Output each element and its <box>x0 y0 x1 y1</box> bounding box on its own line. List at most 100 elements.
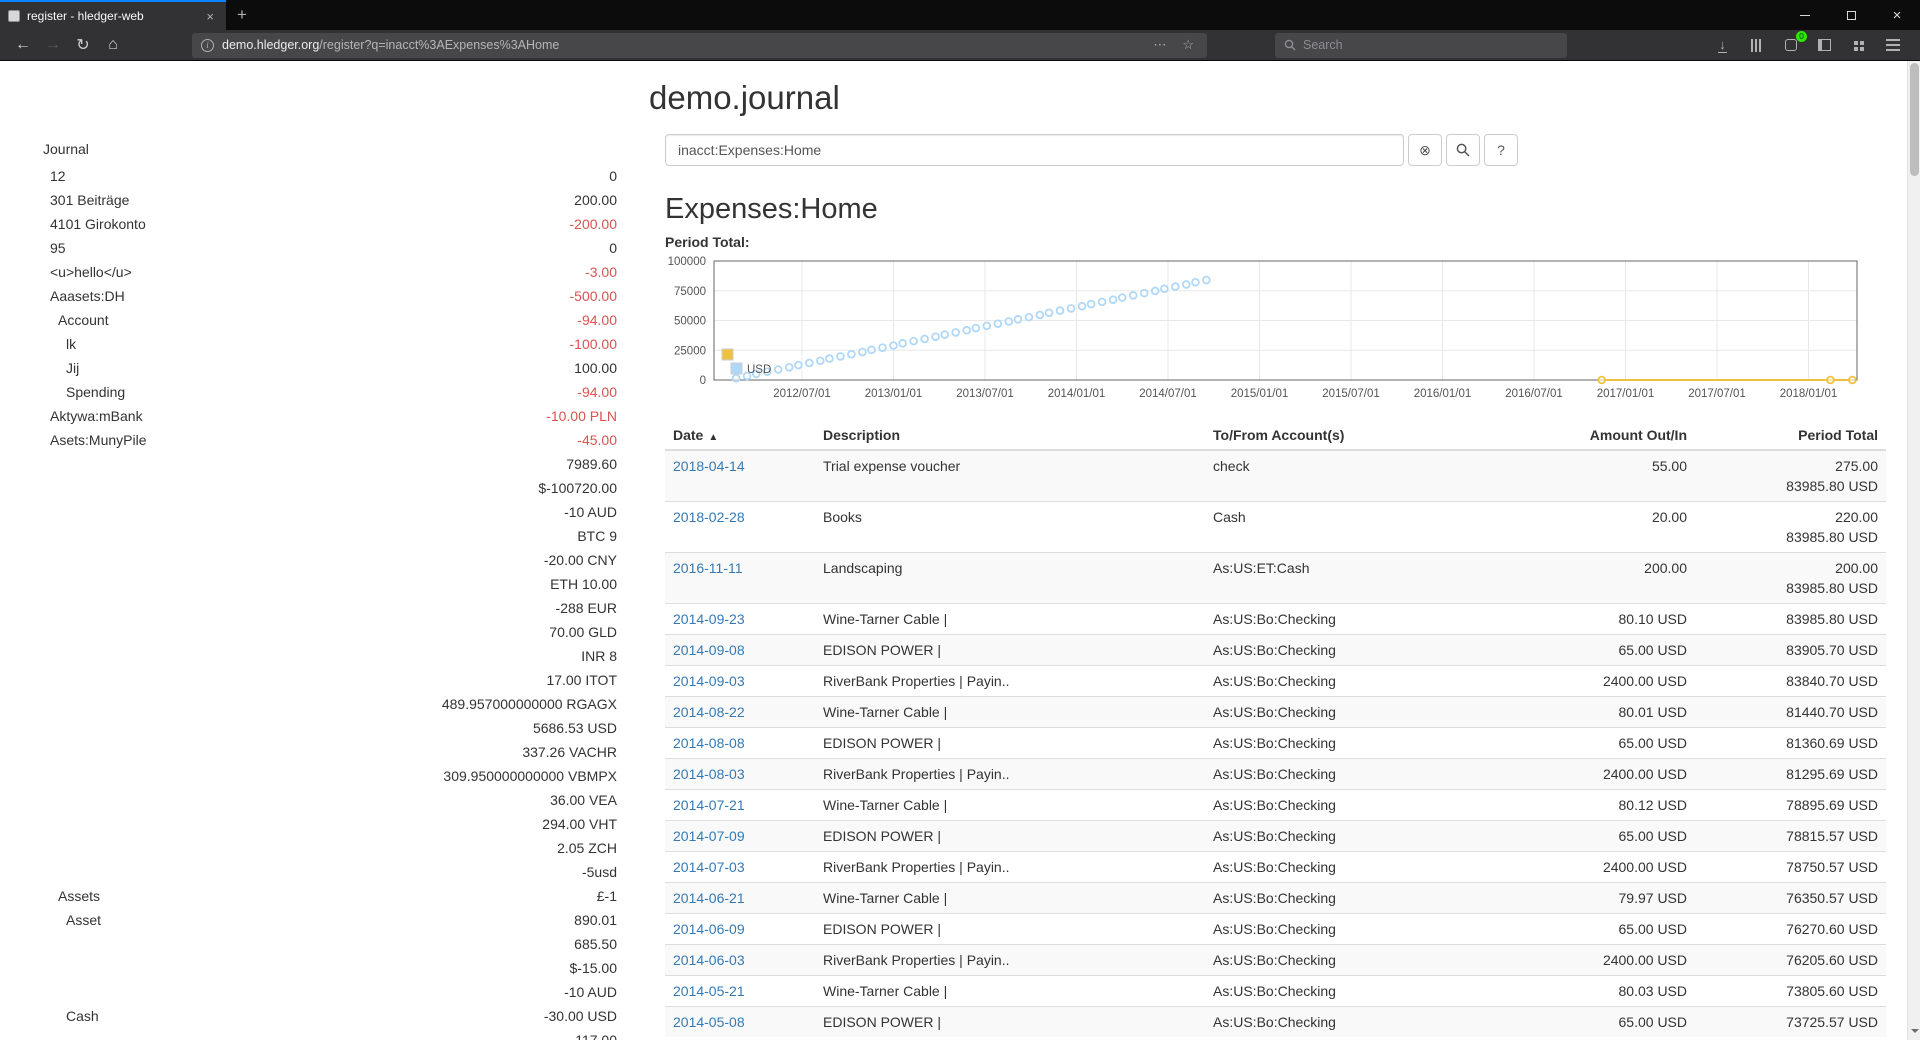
transaction-date-link[interactable]: 2014-08-03 <box>673 766 745 782</box>
account-balance: -3.00 <box>585 264 617 280</box>
account-link[interactable]: 95 <box>50 240 66 256</box>
register-row[interactable]: 2014-08-03 RiverBank Properties | Payin..… <box>665 758 1886 790</box>
close-window-button[interactable]: × <box>1874 0 1920 30</box>
register-row[interactable]: 2014-08-08 EDISON POWER | As:US:Bo:Checkin… <box>665 727 1886 759</box>
register-row[interactable]: 2014-06-09 EDISON POWER | As:US:Bo:Checkin… <box>665 913 1886 945</box>
account-link[interactable]: <u>hello</u> <box>50 264 132 280</box>
back-button[interactable]: ← <box>15 36 31 53</box>
account-link[interactable]: 301 Beiträge <box>50 192 130 208</box>
account-link[interactable]: lk <box>66 336 77 352</box>
register-row[interactable]: 2014-09-23 Wine-Tarner Cable | As:US:Bo:Ch… <box>665 603 1886 635</box>
register-header-row: Date ▲ Description To/From Account(s) Amount… <box>665 421 1886 451</box>
register-row[interactable]: 2014-09-03 RiverBank Properties | Payin..… <box>665 665 1886 697</box>
column-header-to-from-account-s-[interactable]: To/From Account(s) <box>1205 421 1505 451</box>
scrollbar-down-icon[interactable] <box>1911 1029 1919 1037</box>
account-link[interactable]: Jij <box>66 360 80 376</box>
page-actions-icon[interactable]: ⋯ <box>1153 37 1167 52</box>
transaction-account: As:US:Bo:Checking <box>1205 851 1505 883</box>
transaction-amount: 80.03 USD <box>1505 975 1695 1007</box>
bookmark-star-icon[interactable]: ☆ <box>1182 37 1194 52</box>
register-row[interactable]: 2014-05-08 EDISON POWER | As:US:Bo:Checkin… <box>665 1006 1886 1037</box>
sidebar-account-row: Aktywa:mBank -10.00 PLN <box>0 404 620 428</box>
transaction-date-link[interactable]: 2014-06-09 <box>673 921 745 937</box>
column-header-period-total[interactable]: Period Total <box>1695 421 1886 451</box>
register-row[interactable]: 2014-07-03 RiverBank Properties | Payin..… <box>665 851 1886 883</box>
register-row[interactable]: 2014-07-21 Wine-Tarner Cable | As:US:Bo:Ch… <box>665 789 1886 821</box>
browser-search-input[interactable]: Search <box>1275 32 1567 58</box>
site-info-icon[interactable]: i <box>201 38 214 52</box>
home-button[interactable]: ⌂ <box>108 36 118 53</box>
clear-query-button[interactable]: ⊗ <box>1408 134 1442 166</box>
library-button[interactable] <box>1743 32 1770 58</box>
menu-button[interactable] <box>1879 32 1906 58</box>
register-row[interactable]: 2014-08-22 Wine-Tarner Cable | As:US:Bo:Ch… <box>665 696 1886 728</box>
account-link[interactable]: 4101 Girokonto <box>50 216 146 232</box>
transaction-date-link[interactable]: 2014-09-23 <box>673 611 745 627</box>
account-link[interactable]: 12 <box>50 168 66 184</box>
sidebars-button[interactable] <box>1811 32 1838 58</box>
register-row[interactable]: 2016-11-11 Landscaping As:US:ET:Cash 200.00… <box>665 552 1886 604</box>
transaction-description: RiverBank Properties | Payin.. <box>815 944 1205 976</box>
maximize-button[interactable] <box>1828 0 1874 30</box>
sidebar-account-row: 5686.53 USD <box>0 716 620 740</box>
transaction-date-link[interactable]: 2018-02-28 <box>673 509 745 525</box>
register-row[interactable]: 2018-04-14 Trial expense voucher check 55.0… <box>665 449 1886 502</box>
extension-button[interactable]: 0 <box>1777 31 1807 58</box>
minimize-button[interactable] <box>1782 0 1828 30</box>
transaction-date-link[interactable]: 2014-09-03 <box>673 673 745 689</box>
transaction-description: EDISON POWER | <box>815 1006 1205 1037</box>
transaction-date-link[interactable]: 2014-06-03 <box>673 952 745 968</box>
scrollbar-thumb[interactable] <box>1910 63 1919 176</box>
sidebar-account-row: lk -100.00 <box>0 332 620 356</box>
account-link[interactable]: Cash <box>66 1008 99 1024</box>
account-link[interactable]: Aktywa:mBank <box>50 408 143 424</box>
register-row[interactable]: 2014-09-08 EDISON POWER | As:US:Bo:Checkin… <box>665 634 1886 666</box>
account-link[interactable]: Account <box>58 312 109 328</box>
downloads-button[interactable]: ↓ <box>1709 32 1736 58</box>
apps-grid-button[interactable] <box>1845 32 1872 58</box>
tab-close-icon[interactable]: × <box>206 8 214 24</box>
period-total-cell: 83985.80 USD <box>1695 603 1886 635</box>
transaction-date-link[interactable]: 2014-07-09 <box>673 828 745 844</box>
column-header-date[interactable]: Date ▲ <box>665 421 815 451</box>
register-row[interactable]: 2014-06-21 Wine-Tarner Cable | As:US:Bo:Ch… <box>665 882 1886 914</box>
account-link[interactable]: Asets:MunyPile <box>50 432 147 448</box>
query-input[interactable] <box>665 134 1404 166</box>
new-tab-button[interactable]: + <box>237 5 247 24</box>
sidebar-journal-link[interactable]: Journal <box>43 141 89 157</box>
help-button[interactable]: ? <box>1484 134 1518 166</box>
account-link[interactable]: Assets <box>58 888 101 904</box>
transaction-description: Wine-Tarner Cable | <box>815 789 1205 821</box>
transaction-date-link[interactable]: 2016-11-11 <box>673 560 743 576</box>
transaction-date-link[interactable]: 2014-05-21 <box>673 983 745 999</box>
register-row[interactable]: 2014-05-21 Wine-Tarner Cable | As:US:Bo:Ch… <box>665 975 1886 1007</box>
transaction-account: As:US:Bo:Checking <box>1205 820 1505 852</box>
register-row[interactable]: 2014-06-03 RiverBank Properties | Payin..… <box>665 944 1886 976</box>
reload-button[interactable]: ↻ <box>76 37 90 54</box>
column-header-description[interactable]: Description <box>815 421 1205 451</box>
register-row[interactable]: 2014-07-09 EDISON POWER | As:US:Bo:Checkin… <box>665 820 1886 852</box>
transaction-date-cell: 2014-06-03 <box>665 944 815 976</box>
register-row[interactable]: 2018-02-28 Books Cash 20.00 220.00 83985.80 U… <box>665 501 1886 553</box>
url-bar[interactable]: i demo.hledger.org/register?q=inacct%3AE… <box>192 32 1207 58</box>
sidebar-account-row: 95 0 <box>0 236 620 260</box>
account-balance: -10.00 PLN <box>546 408 617 424</box>
account-link[interactable]: Aaasets:DH <box>50 288 125 304</box>
account-link[interactable]: Spending <box>66 384 126 400</box>
browser-tab[interactable]: register - hledger-web × <box>0 0 226 30</box>
transaction-date-link[interactable]: 2014-09-08 <box>673 642 745 658</box>
column-header-amount-out-in[interactable]: Amount Out/In <box>1505 421 1695 451</box>
transaction-date-link[interactable]: 2018-04-14 <box>673 458 745 474</box>
forward-button[interactable]: → <box>45 36 61 53</box>
search-button[interactable] <box>1446 134 1480 166</box>
transaction-date-link[interactable]: 2014-08-08 <box>673 735 745 751</box>
url-text[interactable]: demo.hledger.org/register?q=inacct%3AExp… <box>222 38 1141 52</box>
transaction-date-link[interactable]: 2014-05-08 <box>673 1014 745 1030</box>
transaction-date-link[interactable]: 2014-06-21 <box>673 890 745 906</box>
transaction-date-link[interactable]: 2014-07-03 <box>673 859 745 875</box>
transaction-date-link[interactable]: 2014-08-22 <box>673 704 745 720</box>
y-tick-label: 75000 <box>674 286 706 298</box>
transaction-date-link[interactable]: 2014-07-21 <box>673 797 745 813</box>
account-link[interactable]: Asset <box>66 912 102 928</box>
page-scrollbar[interactable] <box>1907 61 1920 1040</box>
